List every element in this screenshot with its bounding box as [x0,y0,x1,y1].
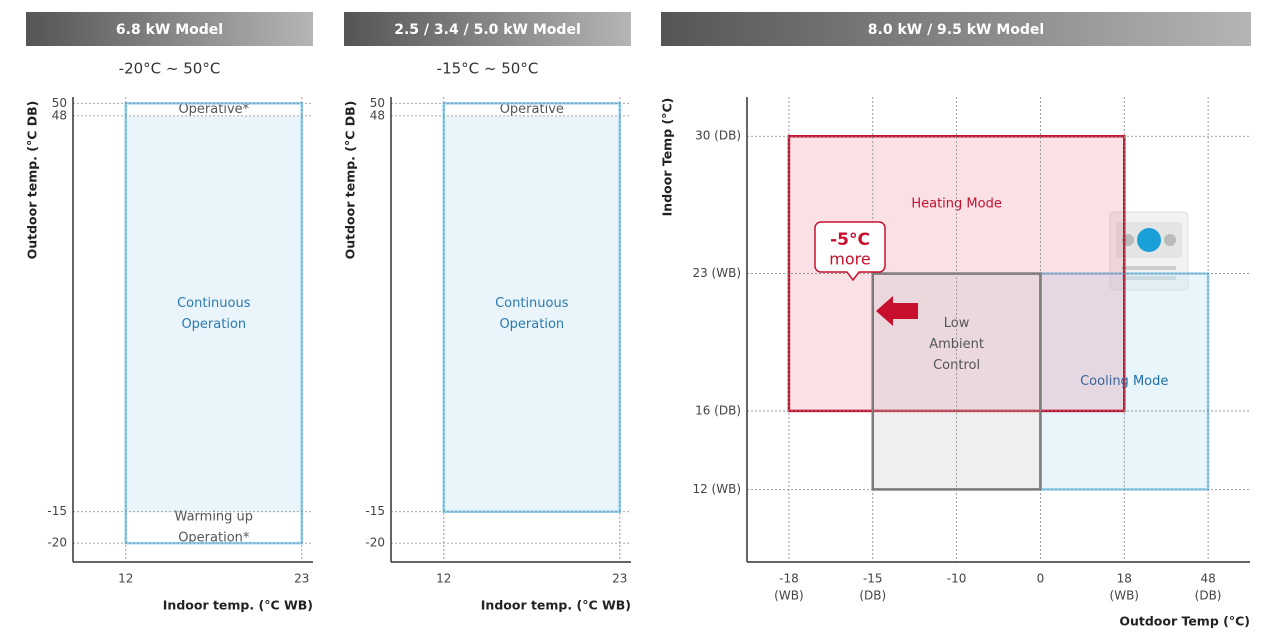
y-tick-label: 50 [52,96,67,110]
y-tick-label: -15 [47,504,67,518]
callout: -5°C more [814,221,886,282]
chart-title: 2.5 / 3.4 / 5.0 kW Model [394,22,581,38]
x-tick-label: -10 [947,572,967,586]
x-tick-label: 23 [294,572,309,586]
region-label: Continuous [495,296,569,311]
y-axis-label: Indoor Temp (°C) [660,98,675,217]
range-region [125,115,302,512]
x-tick-note: (WB) [774,589,803,603]
chart-title: 6.8 kW Model [116,22,223,38]
y-tick-label: -20 [47,536,67,550]
range-region [443,115,620,512]
region-label: Operation* [178,530,250,545]
x-tick-label: 0 [1037,572,1045,586]
header-bar [26,12,313,46]
region-label: Continuous [177,296,251,311]
y-axis-label: Outdoor temp. (°C DB) [343,101,358,260]
x-axis-label: Outdoor Temp (°C) [1119,614,1250,629]
region-label: Warming up [175,509,254,524]
y-tick-label: -20 [365,536,385,550]
arrow [876,296,918,326]
chart-title: 8.0 kW / 9.5 kW Model [868,22,1044,38]
x-tick-label: 18 [1117,572,1132,586]
chart-subtitle: -15°C ~ 50°C [437,60,539,78]
x-tick-note: (DB) [1195,589,1222,603]
x-tick-note: (DB) [859,589,886,603]
region-label: Heating Mode [911,197,1002,212]
y-tick-label: 48 [52,108,67,122]
x-tick-label: 12 [118,572,133,586]
annotation-text: -5°C [830,230,870,250]
y-tick-label: 48 [370,108,385,122]
y-tick-label: -15 [365,504,385,518]
y-tick-label: 30 (DB) [695,129,741,143]
x-axis-label: Indoor temp. (°C WB) [481,598,631,613]
y-tick-label: 16 (DB) [695,403,741,417]
header-bar [344,12,631,46]
x-tick-label: 23 [612,572,627,586]
x-tick-label: -15 [863,572,883,586]
x-tick-label: 48 [1200,572,1215,586]
y-tick-label: 23 (WB) [692,266,741,280]
y-tick-label: 50 [370,96,385,110]
y-tick-label: 12 (WB) [692,482,741,496]
region-label: Low [944,316,970,331]
x-tick-label: -18 [779,572,799,586]
x-tick-label: 12 [436,572,451,586]
x-tick-note: (WB) [1110,589,1139,603]
region-label: Operative* [178,102,249,117]
header-bar [661,12,1251,46]
chart-subtitle: -20°C ~ 50°C [119,60,221,78]
y-axis-label: Outdoor temp. (°C DB) [25,101,40,260]
remote-icon [1109,211,1189,291]
region-label: Operative [500,102,564,117]
region-label: Operation [181,317,246,332]
region-label: Ambient [929,337,984,352]
x-axis-label: Indoor temp. (°C WB) [163,598,313,613]
region-label: Operation [499,317,564,332]
annotation-text: more [829,250,870,269]
